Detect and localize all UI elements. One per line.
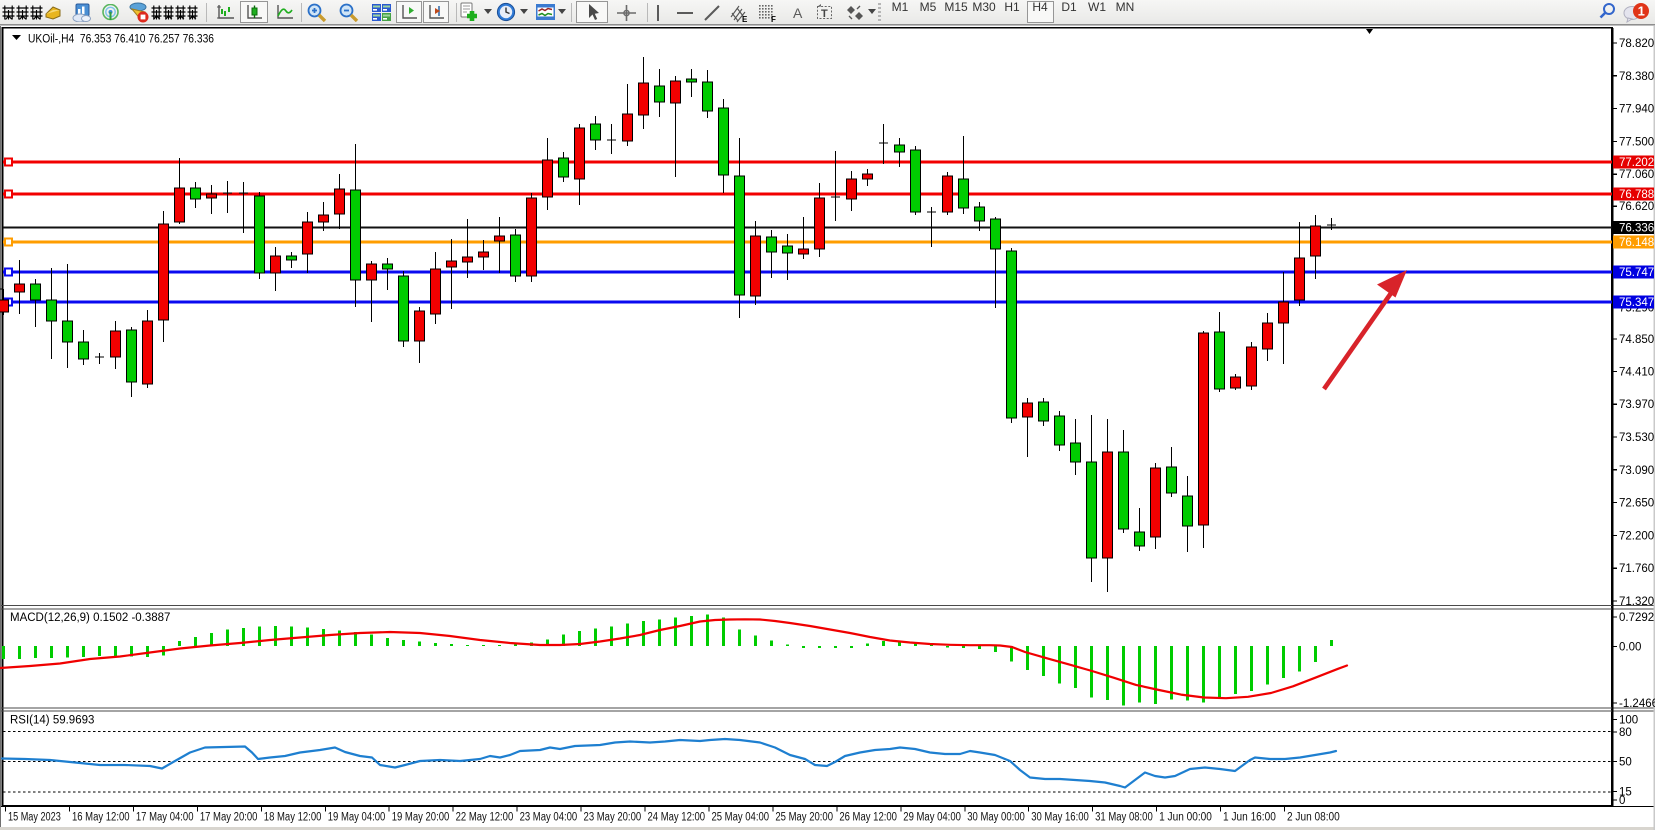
- svg-text:18 May 12:00: 18 May 12:00: [264, 812, 322, 824]
- svg-text:15 May 2023: 15 May 2023: [8, 812, 61, 824]
- svg-text:78.380: 78.380: [1619, 71, 1654, 83]
- svg-text:22 May 12:00: 22 May 12:00: [456, 812, 514, 824]
- svg-text:26 May 12:00: 26 May 12:00: [839, 812, 897, 824]
- svg-text:71.320: 71.320: [1619, 596, 1654, 608]
- svg-text:76.788: 76.788: [1619, 189, 1654, 201]
- svg-text:71.760: 71.760: [1619, 563, 1654, 575]
- svg-text:77.940: 77.940: [1619, 104, 1654, 116]
- svg-text:50: 50: [1619, 757, 1632, 769]
- svg-text:75.347: 75.347: [1619, 297, 1654, 309]
- svg-text:A: A: [793, 5, 803, 21]
- svg-text:75.747: 75.747: [1619, 267, 1654, 279]
- svg-text:2 Jun 08:00: 2 Jun 08:00: [1287, 812, 1340, 824]
- svg-text:25 May 04:00: 25 May 04:00: [711, 812, 769, 824]
- svg-text:-1.2466: -1.2466: [1619, 698, 1655, 710]
- svg-text:80: 80: [1619, 727, 1632, 739]
- svg-text:72.650: 72.650: [1619, 498, 1654, 510]
- svg-text:100: 100: [1619, 715, 1638, 727]
- svg-text:76.148: 76.148: [1619, 237, 1654, 249]
- svg-text:19 May 04:00: 19 May 04:00: [328, 812, 386, 824]
- svg-text:76.336: 76.336: [1619, 223, 1654, 235]
- svg-text:24 May 12:00: 24 May 12:00: [648, 812, 706, 824]
- svg-text:78.820: 78.820: [1619, 38, 1654, 50]
- svg-text:23 May 20:00: 23 May 20:00: [584, 812, 642, 824]
- svg-text:T: T: [821, 8, 828, 20]
- svg-text:29 May 04:00: 29 May 04:00: [903, 812, 961, 824]
- svg-text:72.200: 72.200: [1619, 530, 1654, 542]
- svg-text:19 May 20:00: 19 May 20:00: [392, 812, 450, 824]
- svg-text:17 May 04:00: 17 May 04:00: [136, 812, 194, 824]
- svg-text:0.7292: 0.7292: [1619, 612, 1654, 624]
- svg-text:E: E: [742, 15, 748, 23]
- svg-text:73.090: 73.090: [1619, 465, 1654, 477]
- svg-text:77.500: 77.500: [1619, 136, 1654, 148]
- svg-text:0.00: 0.00: [1619, 642, 1641, 654]
- svg-text:25 May 20:00: 25 May 20:00: [775, 812, 833, 824]
- svg-text:1 Jun 16:00: 1 Jun 16:00: [1223, 812, 1276, 824]
- svg-text:RSI(14) 59.9693: RSI(14) 59.9693: [10, 715, 94, 727]
- svg-text:16 May 12:00: 16 May 12:00: [72, 812, 130, 824]
- svg-text:0: 0: [1619, 795, 1625, 807]
- svg-text:31 May 08:00: 31 May 08:00: [1095, 812, 1153, 824]
- svg-text:30 May 00:00: 30 May 00:00: [967, 812, 1025, 824]
- svg-text:74.410: 74.410: [1619, 366, 1654, 378]
- svg-text:73.530: 73.530: [1619, 432, 1654, 444]
- svg-text:UKOil-,H4 76.353 76.410 76.25: UKOil-,H4 76.353 76.410 76.257 76.336: [28, 34, 214, 46]
- svg-text:74.850: 74.850: [1619, 334, 1654, 346]
- svg-text:F: F: [771, 15, 776, 23]
- svg-text:15: 15: [1619, 787, 1632, 799]
- svg-text:1: 1: [1638, 4, 1645, 19]
- svg-text:77.202: 77.202: [1619, 157, 1654, 169]
- svg-text:MACD(12,26,9) 0.1502 -0.3887: MACD(12,26,9) 0.1502 -0.3887: [10, 612, 170, 624]
- svg-text:73.970: 73.970: [1619, 399, 1654, 411]
- svg-text:30 May 16:00: 30 May 16:00: [1031, 812, 1089, 824]
- svg-text:17 May 20:00: 17 May 20:00: [200, 812, 258, 824]
- svg-text:1 Jun 00:00: 1 Jun 00:00: [1159, 812, 1212, 824]
- svg-text:76.620: 76.620: [1619, 201, 1654, 213]
- svg-text:23 May 04:00: 23 May 04:00: [520, 812, 578, 824]
- svg-text:77.060: 77.060: [1619, 169, 1654, 181]
